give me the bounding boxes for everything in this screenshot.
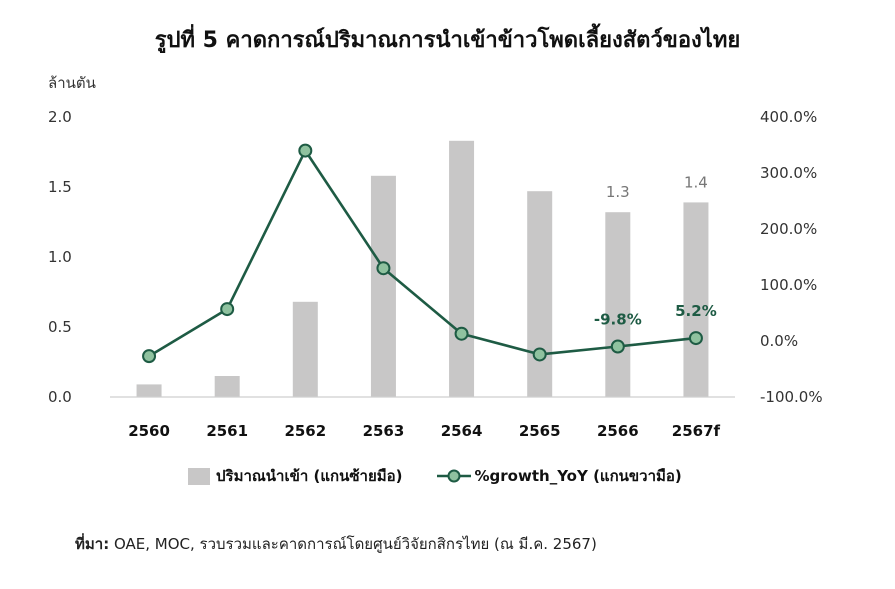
bar <box>605 212 631 397</box>
bar <box>527 191 553 397</box>
growth-marker <box>610 339 625 354</box>
x-category-label: 2565 <box>519 422 561 440</box>
growth-marker <box>376 261 391 276</box>
growth-marker <box>454 326 469 341</box>
x-category-label: 2562 <box>284 422 326 440</box>
y-left-tick-label: 0.5 <box>48 318 72 336</box>
legend-line-swatch <box>436 468 471 484</box>
growth-data-label: 5.2% <box>675 302 717 320</box>
y-axis-right-ticks: -100.0% 0.0% 100.0% 200.0% 300.0% 400.0% <box>760 108 823 406</box>
growth-marker <box>220 302 235 317</box>
x-category-label: 2566 <box>597 422 639 440</box>
bar <box>683 202 709 397</box>
y-axis-left-label: ล้านตัน <box>48 74 96 92</box>
x-category-label: 2560 <box>128 422 170 440</box>
growth-marker <box>688 331 703 346</box>
y-left-tick-label: 1.0 <box>48 248 72 266</box>
legend-bar-swatch <box>188 467 210 485</box>
bar <box>214 376 240 397</box>
growth-marker <box>298 143 313 158</box>
bar-data-label: 1.4 <box>684 173 708 191</box>
bar-data-label: 1.3 <box>606 183 630 201</box>
y-left-tick-label: 0.0 <box>48 388 72 406</box>
y-right-tick-label: 100.0% <box>760 276 817 294</box>
y-right-tick-label: 400.0% <box>760 108 817 126</box>
x-axis-category-labels: 2560 2561 2562 2563 2564 2565 2566 2567f <box>128 422 720 440</box>
growth-markers <box>142 143 703 364</box>
bar <box>136 384 162 397</box>
x-category-label: 2561 <box>206 422 248 440</box>
y-right-tick-label: -100.0% <box>760 388 823 406</box>
chart-title: รูปที่ 5 คาดการณ์ปริมาณการนำเข้าข้าวโพดเ… <box>154 28 741 53</box>
bar <box>370 175 396 397</box>
chart-legend: ปริมาณนำเข้า (แกนซ้ายมือ) %growth_YoY (แ… <box>188 464 682 488</box>
source-label: ที่มา: <box>75 535 110 553</box>
growth-line <box>148 149 697 358</box>
bar-series <box>136 140 709 398</box>
y-axis-left-ticks: 0.0 0.5 1.0 1.5 2.0 <box>48 108 72 406</box>
legend-bar-label: ปริมาณนำเข้า (แกนซ้ายมือ) <box>216 467 403 485</box>
growth-data-labels: -9.8% 5.2% <box>594 302 717 328</box>
y-right-tick-label: 0.0% <box>760 332 798 350</box>
growth-marker <box>142 349 157 364</box>
growth-data-label: -9.8% <box>594 310 642 328</box>
x-category-label: 2563 <box>363 422 405 440</box>
source-note: ที่มา: OAE, MOC, รวบรวมและคาดการณ์โดยศูน… <box>75 532 597 556</box>
bar <box>292 301 318 397</box>
legend-line-label: %growth_YoY (แกนขวามือ) <box>474 467 682 485</box>
y-left-tick-label: 1.5 <box>48 178 72 196</box>
y-right-tick-label: 300.0% <box>760 164 817 182</box>
bar <box>449 140 475 398</box>
y-right-tick-label: 200.0% <box>760 220 817 238</box>
bar-data-labels: 1.3 1.4 <box>606 173 708 201</box>
x-category-label: 2564 <box>441 422 483 440</box>
growth-marker <box>532 347 547 362</box>
source-text: OAE, MOC, รวบรวมและคาดการณ์โดยศูนย์วิจัย… <box>109 535 597 553</box>
y-left-tick-label: 2.0 <box>48 108 72 126</box>
x-category-label: 2567f <box>672 422 721 440</box>
